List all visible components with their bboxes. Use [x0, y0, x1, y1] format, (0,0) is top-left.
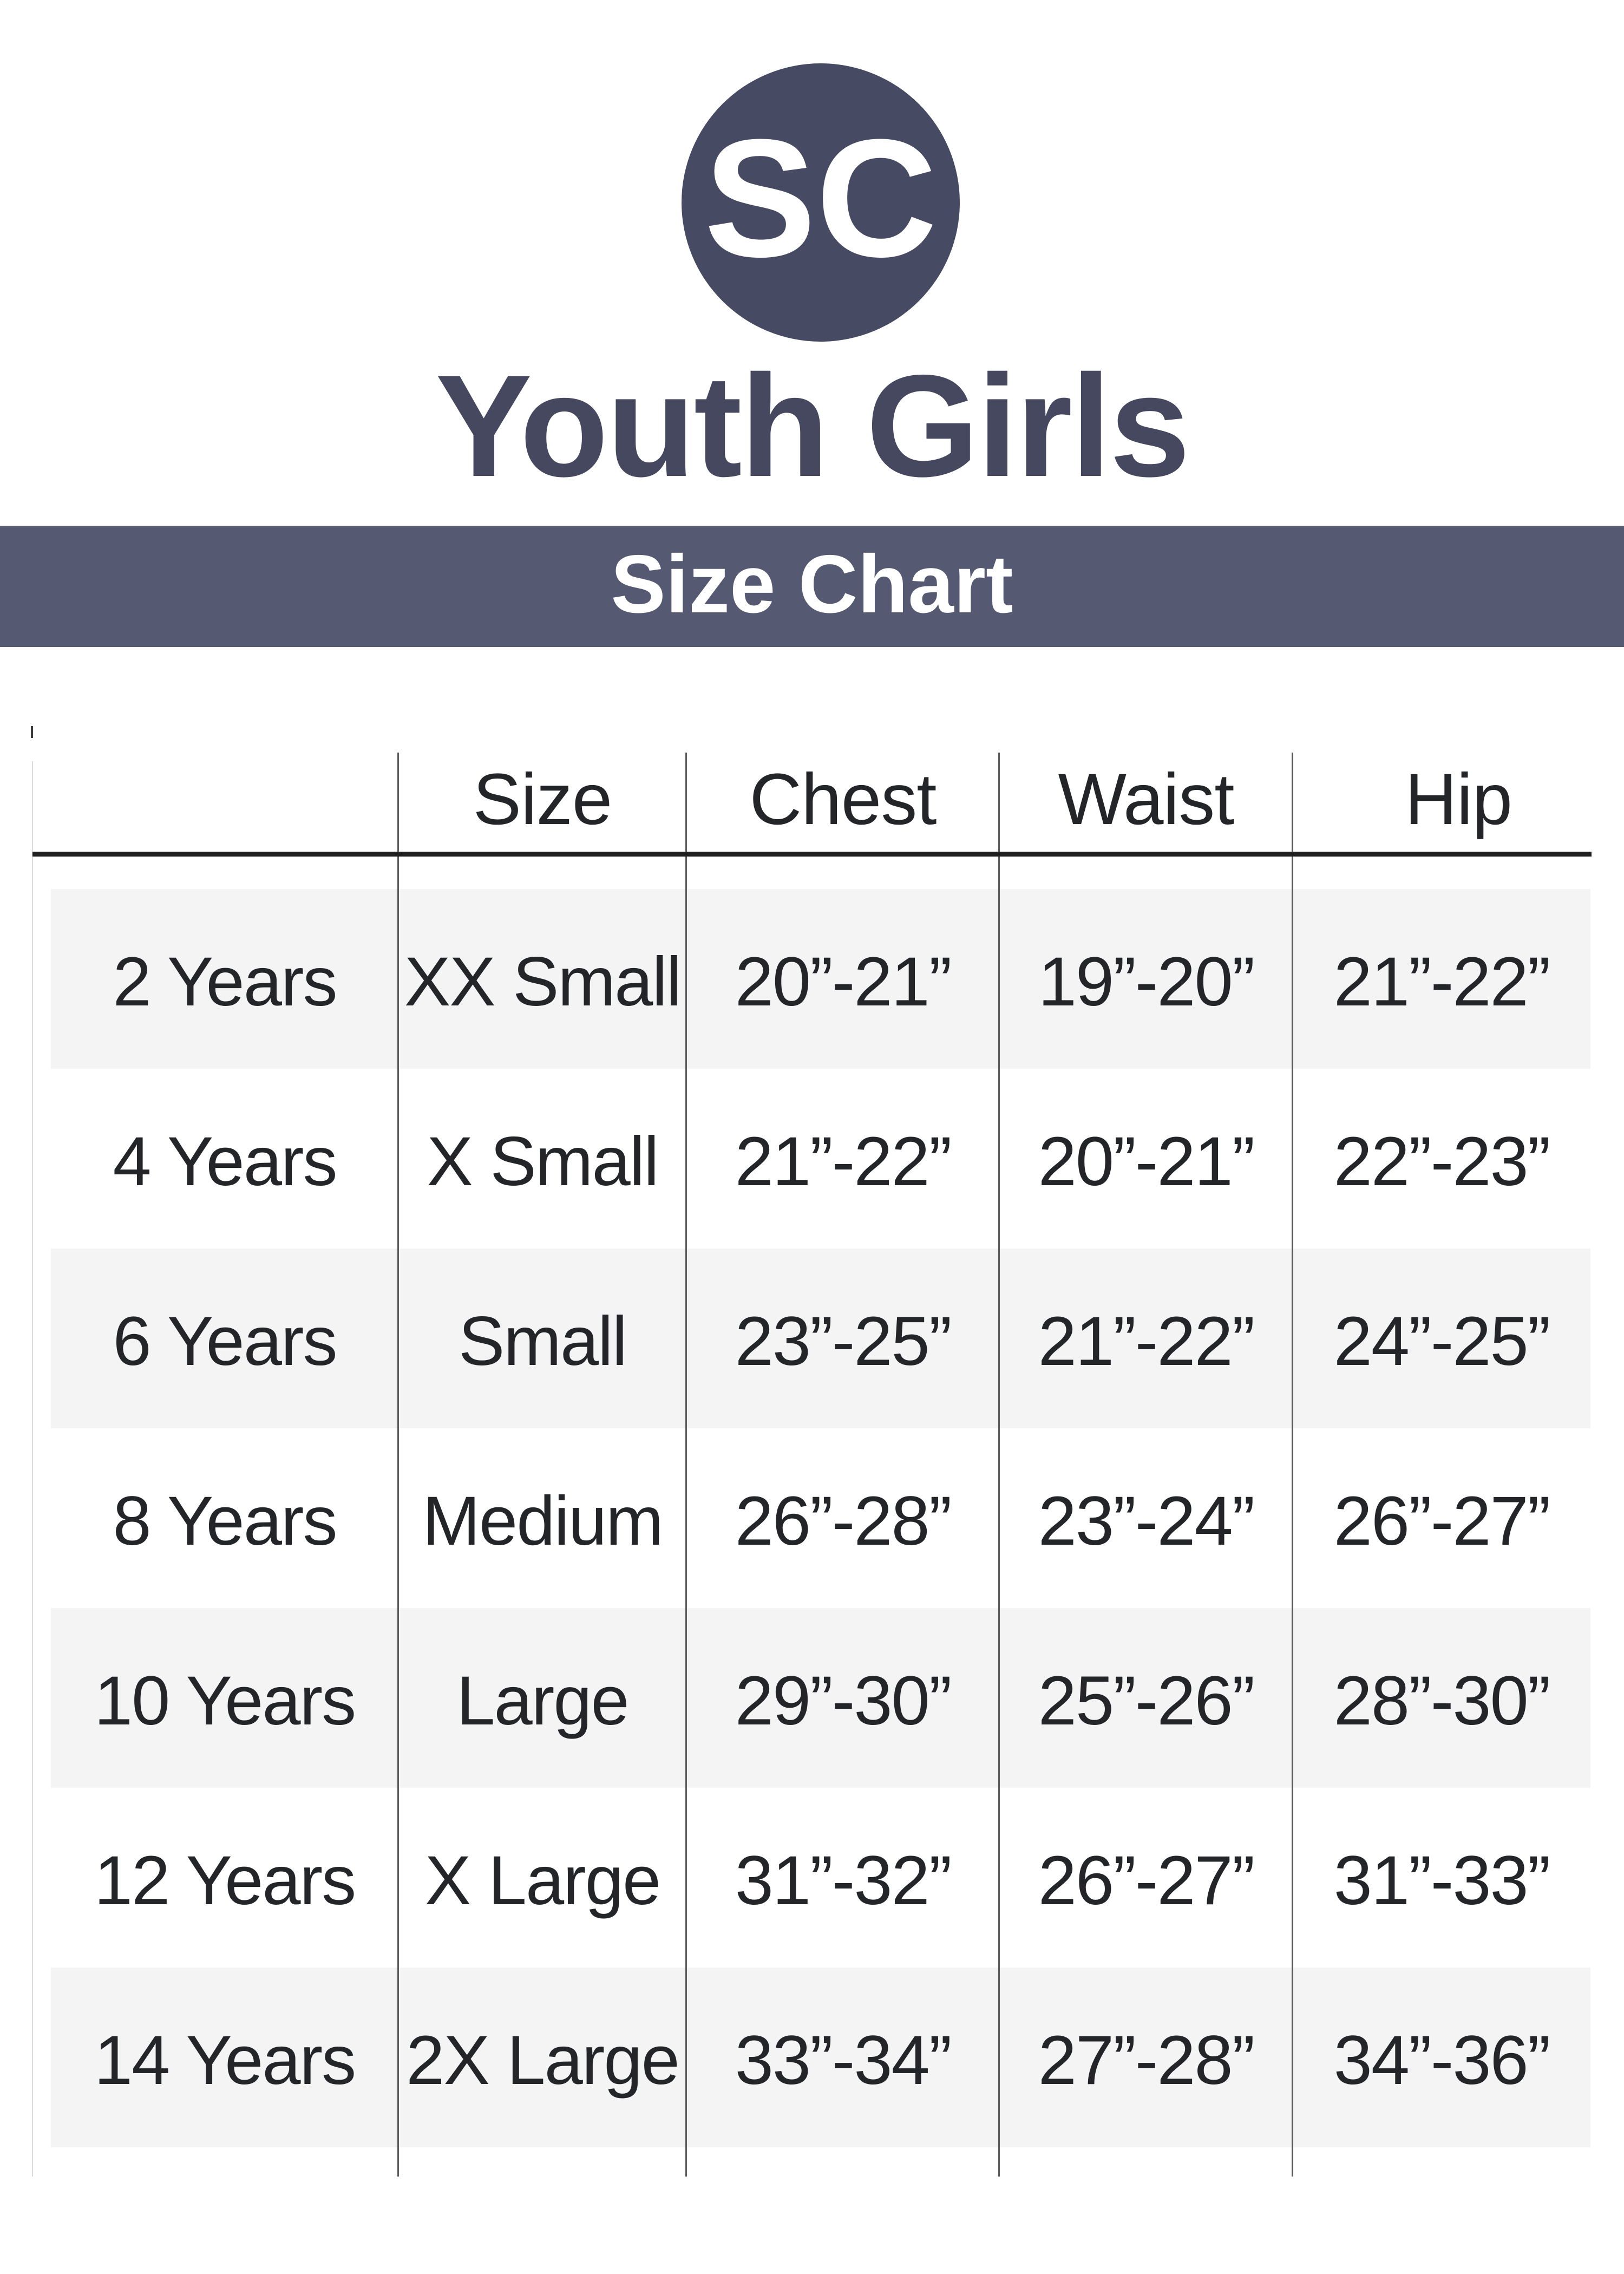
cell-age: 2 Years — [113, 943, 337, 1021]
cell-size: 2X Large — [406, 2022, 680, 2099]
cell-size: X Large — [424, 1842, 661, 1919]
table-row-10-years: 10 Years Large 29”-30” 25”-26” 28”-30” — [0, 1608, 1624, 1788]
cell-hip: 22”-23” — [1333, 1123, 1551, 1200]
cell-hip: 24”-25” — [1333, 1303, 1551, 1380]
size-chart-banner-label: Size Chart — [611, 538, 1013, 630]
header-age — [0, 800, 398, 805]
brand-logo-initials: SC — [704, 104, 938, 292]
cell-size: Medium — [422, 1482, 663, 1560]
table-row-12-years: 12 Years X Large 31”-32” 26”-27” 31”-33” — [0, 1788, 1624, 1968]
cell-chest: 33”-34” — [735, 2022, 952, 2099]
header-underline-rule — [32, 852, 1592, 857]
cell-chest: 31”-32” — [735, 1842, 952, 1919]
table-row-8-years: 8 Years Medium 26”-28” 23”-24” 26”-27” — [0, 1428, 1624, 1608]
cell-waist: 26”-27” — [1038, 1842, 1255, 1919]
cell-waist: 27”-28” — [1038, 2022, 1255, 2099]
cell-waist: 25”-26” — [1038, 1662, 1255, 1740]
cell-age: 8 Years — [113, 1482, 337, 1560]
column-divider-size — [397, 753, 399, 2177]
table-row-6-years: 6 Years Small 23”-25” 21”-22” 24”-25” — [0, 1249, 1624, 1428]
cell-waist: 21”-22” — [1038, 1303, 1255, 1380]
column-divider-waist — [998, 753, 1000, 2177]
cell-chest: 21”-22” — [735, 1123, 952, 1200]
cell-waist: 19”-20” — [1038, 943, 1255, 1021]
cell-chest: 29”-30” — [735, 1662, 952, 1740]
table-left-edge-line — [32, 761, 33, 2177]
size-chart-banner: Size Chart — [0, 526, 1624, 647]
cell-size: Large — [456, 1662, 629, 1740]
header-chest: Chest — [749, 759, 937, 840]
cell-hip: 26”-27” — [1333, 1482, 1551, 1560]
table-row-14-years: 14 Years 2X Large 33”-34” 27”-28” 34”-36… — [0, 1968, 1624, 2147]
cell-waist: 23”-24” — [1038, 1482, 1255, 1560]
cell-chest: 20”-21” — [735, 943, 952, 1021]
column-divider-hip — [1292, 753, 1293, 2177]
cell-hip: 28”-30” — [1333, 1662, 1551, 1740]
header-size: Size — [473, 759, 613, 840]
cell-age: 12 Years — [94, 1842, 356, 1919]
cell-hip: 21”-22” — [1333, 943, 1551, 1021]
cell-size: X Small — [427, 1123, 659, 1200]
brand-logo: SC — [682, 63, 960, 342]
table-row-2-years: 2 Years XX Small 20”-21” 19”-20” 21”-22” — [0, 889, 1624, 1069]
table-header-row: Size Chest Waist Hip — [0, 753, 1624, 852]
column-divider-chest — [685, 753, 687, 2177]
table-body: 2 Years XX Small 20”-21” 19”-20” 21”-22”… — [0, 889, 1624, 2147]
cell-age: 14 Years — [94, 2022, 356, 2099]
header-hip: Hip — [1404, 759, 1512, 840]
cell-chest: 23”-25” — [735, 1303, 952, 1380]
cell-hip: 31”-33” — [1333, 1842, 1551, 1919]
cell-age: 10 Years — [94, 1662, 356, 1740]
cell-size: XX Small — [404, 943, 682, 1021]
cell-hip: 34”-36” — [1333, 2022, 1551, 2099]
table-row-4-years: 4 Years X Small 21”-22” 20”-21” 22”-23” — [0, 1069, 1624, 1249]
cell-waist: 20”-21” — [1038, 1123, 1255, 1200]
left-tick-artifact — [31, 726, 33, 738]
cell-chest: 26”-28” — [735, 1482, 952, 1560]
header-waist: Waist — [1058, 759, 1234, 840]
page-title: Youth Girls — [435, 344, 1190, 507]
cell-age: 4 Years — [113, 1123, 337, 1200]
cell-size: Small — [458, 1303, 627, 1380]
cell-age: 6 Years — [113, 1303, 337, 1380]
